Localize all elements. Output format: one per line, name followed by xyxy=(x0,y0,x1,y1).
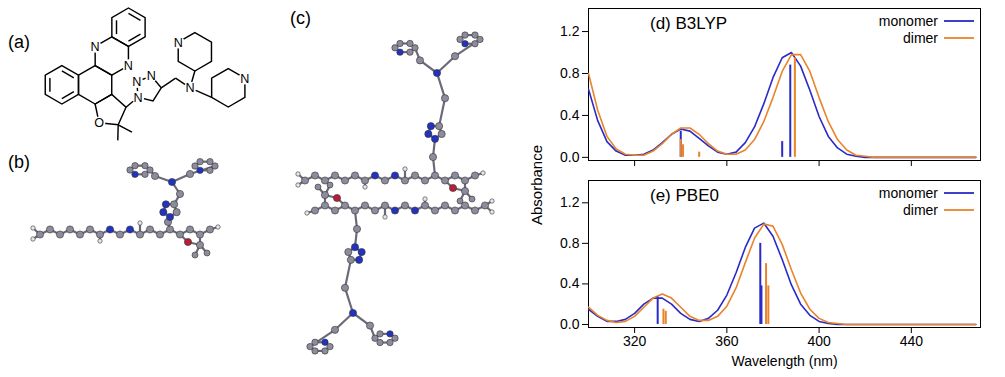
svg-text:N: N xyxy=(133,91,142,105)
html-text:monomer: monomer xyxy=(878,12,938,29)
svg-text:N: N xyxy=(147,69,156,83)
html-text:monomer: monomer xyxy=(878,184,938,201)
svg-text:1.2: 1.2 xyxy=(560,194,580,210)
svg-text:N: N xyxy=(174,36,183,50)
svg-text:Absorbance: Absorbance xyxy=(528,145,545,225)
svg-text:Wavelength (nm): Wavelength (nm) xyxy=(731,353,837,369)
svg-text:N: N xyxy=(91,40,100,54)
svg-text:0.4: 0.4 xyxy=(560,275,580,291)
svg-text:400: 400 xyxy=(807,333,831,349)
html-text:dimer: dimer xyxy=(903,201,938,218)
svg-text:0.0: 0.0 xyxy=(560,149,580,165)
svg-text:0.4: 0.4 xyxy=(560,107,580,123)
svg-text:N: N xyxy=(185,81,194,95)
svg-text:(a): (a) xyxy=(8,32,30,52)
svg-text:N: N xyxy=(240,72,249,86)
svg-text:0.8: 0.8 xyxy=(560,65,580,81)
svg-text:N: N xyxy=(124,59,133,73)
svg-text:(b): (b) xyxy=(8,152,30,172)
svg-text:0.0: 0.0 xyxy=(560,316,580,332)
svg-text:(c): (c) xyxy=(290,8,311,28)
svg-text:N: N xyxy=(132,75,141,89)
svg-text:440: 440 xyxy=(900,333,924,349)
svg-text:360: 360 xyxy=(715,333,739,349)
html-text:(e) PBE0: (e) PBE0 xyxy=(650,186,719,205)
svg-text:320: 320 xyxy=(623,333,647,349)
html-text:dimer: dimer xyxy=(903,29,938,46)
svg-text:1.2: 1.2 xyxy=(560,23,580,39)
svg-text:O: O xyxy=(94,116,104,130)
svg-text:0.8: 0.8 xyxy=(560,235,580,251)
html-text:(d) B3LYP: (d) B3LYP xyxy=(650,14,728,33)
